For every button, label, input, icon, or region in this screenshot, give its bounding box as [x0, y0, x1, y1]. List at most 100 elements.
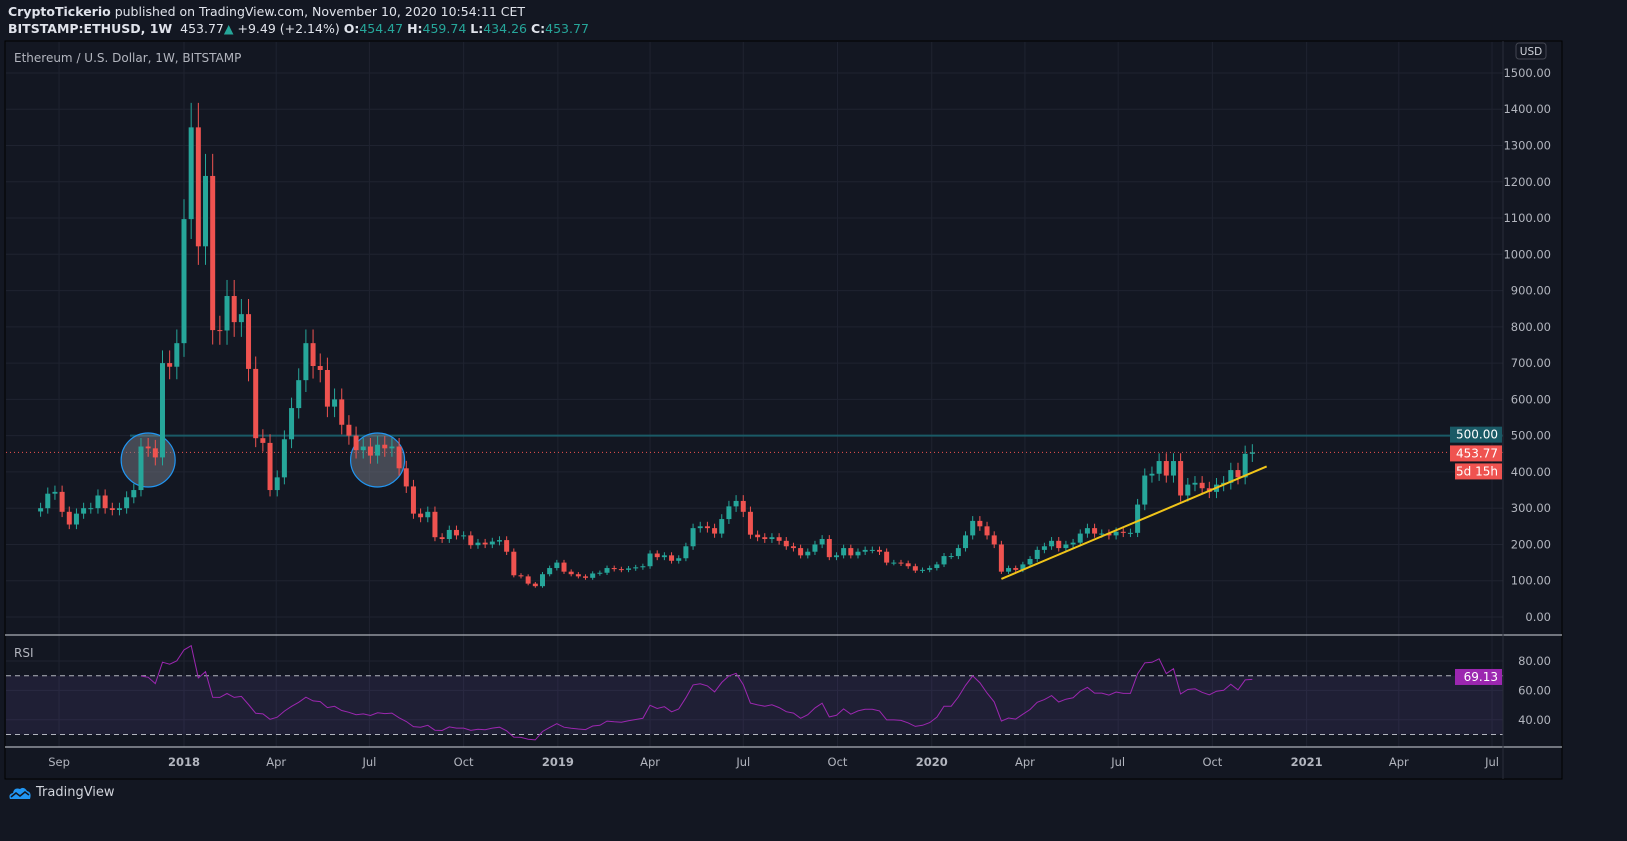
candle: [188, 102, 194, 240]
candle-body: [375, 444, 381, 456]
candle-body: [912, 566, 918, 571]
candle: [253, 356, 259, 448]
candle: [1127, 528, 1133, 538]
chart-frame: [4, 40, 1563, 780]
candle-body: [783, 540, 789, 547]
price-tick: 900.00: [1511, 284, 1551, 298]
candle: [360, 438, 366, 459]
candle-body: [1192, 482, 1198, 485]
candle-body: [1135, 504, 1141, 533]
candle: [518, 573, 524, 579]
candle-body: [690, 528, 696, 547]
time-tick: 2018: [168, 755, 200, 769]
candle: [446, 525, 452, 543]
symbol: BITSTAMP:ETHUSD, 1W: [8, 21, 173, 36]
candle-body: [1020, 564, 1026, 570]
candle-body: [45, 493, 51, 509]
candle: [998, 540, 1004, 574]
candle: [1070, 538, 1076, 549]
tradingview-logo[interactable]: TradingView: [8, 785, 115, 800]
candle: [547, 565, 553, 577]
candle-body: [81, 508, 87, 514]
candle-body: [984, 526, 990, 536]
candle: [425, 506, 431, 523]
close-value: 453.77: [545, 21, 589, 36]
candle-body: [755, 534, 761, 538]
candle-body: [1199, 482, 1205, 489]
price-tick: 700.00: [1511, 356, 1551, 370]
candle-body: [633, 567, 639, 569]
candle: [210, 153, 216, 345]
candle: [1092, 523, 1098, 538]
candle-body: [855, 551, 861, 556]
candle: [439, 533, 445, 543]
candle-body: [468, 535, 474, 546]
close-label: C:: [530, 21, 546, 36]
open-label: O:: [343, 21, 360, 36]
candles: [38, 102, 1255, 588]
currency-badge[interactable]: USD: [1515, 42, 1547, 60]
candle: [246, 299, 252, 382]
open-value: 454.47: [359, 21, 404, 36]
trendline[interactable]: [1000, 465, 1268, 580]
candle-body: [547, 568, 553, 575]
candle-body: [583, 576, 589, 578]
candle-body: [446, 529, 452, 540]
candle: [59, 485, 65, 518]
candle-body: [1027, 558, 1033, 565]
candle: [504, 536, 510, 555]
candle-body: [1170, 461, 1176, 476]
candle: [977, 516, 983, 531]
candle-body: [389, 446, 395, 449]
candle-body: [683, 546, 689, 559]
candle: [482, 538, 488, 549]
candle: [712, 523, 718, 538]
price-tick: 1300.00: [1503, 138, 1551, 152]
grid: [6, 42, 1503, 747]
time-tick: Apr: [640, 755, 660, 769]
price-axis[interactable]: 0.00 100.00 200.00 300.00 400.00 500.00 600.00…: [1503, 66, 1551, 624]
candle-body: [970, 520, 976, 536]
candle-body: [95, 495, 101, 509]
candle: [991, 531, 997, 549]
time-tick: Jul: [735, 755, 750, 769]
candle-body: [1178, 461, 1184, 496]
candle-body: [339, 399, 345, 425]
candle: [317, 353, 323, 383]
candle-body: [1156, 461, 1162, 474]
time-axis[interactable]: Sep 2018 Apr Jul Oct 2019 Apr Jul Oct 2020 Apr Jul O…: [48, 755, 1499, 769]
candle: [525, 574, 531, 586]
candle: [324, 357, 330, 418]
rsi-axis[interactable]: 40.00 60.00 80.00: [1518, 654, 1551, 727]
candle: [654, 550, 660, 561]
candle-body: [697, 526, 703, 529]
candle: [203, 153, 209, 265]
candle: [955, 544, 961, 560]
candle-body: [898, 562, 904, 564]
candle-body: [963, 535, 969, 549]
candle-body: [231, 296, 237, 323]
candle: [367, 438, 373, 464]
candle: [310, 329, 316, 379]
candle: [841, 544, 847, 559]
candle: [1120, 527, 1126, 538]
author[interactable]: CryptoTickerio: [8, 4, 111, 19]
candle: [418, 508, 424, 523]
candle-body: [733, 500, 739, 507]
candle-body: [59, 491, 65, 512]
candle-body: [998, 544, 1004, 572]
candle: [138, 438, 144, 497]
candle-body: [403, 468, 409, 487]
candle: [575, 572, 581, 579]
candle: [410, 479, 416, 519]
candle: [231, 279, 237, 337]
candle: [783, 537, 789, 550]
candle-body: [762, 537, 768, 540]
candle: [95, 489, 101, 514]
candle: [633, 564, 639, 571]
candle: [1049, 537, 1055, 550]
level-price-label: 500.00: [1450, 426, 1502, 443]
candle: [690, 523, 696, 550]
candle: [1149, 466, 1155, 483]
